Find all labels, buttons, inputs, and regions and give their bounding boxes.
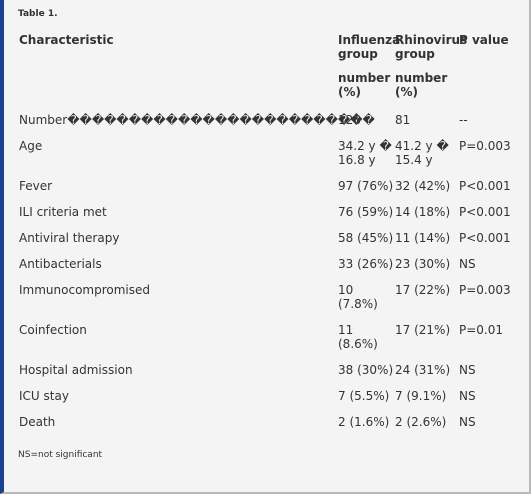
table-cell: 38 (30%)	[338, 363, 394, 377]
table-cell: P<0.001	[459, 205, 511, 219]
table-cell: 128	[338, 113, 361, 127]
table-cell: 33 (26%)	[338, 257, 394, 271]
table-cell: 97 (76%)	[338, 179, 394, 193]
table-row: Characteristic Influenza group Rhinovirus …	[18, 33, 518, 71]
table-cell: P=0.003	[459, 139, 511, 153]
table-cell: 23 (30%)	[395, 257, 451, 271]
table-title: Table 1.	[18, 9, 58, 19]
table-cell: 11 (8.6%)	[338, 323, 378, 351]
subheader-cell	[18, 71, 337, 113]
table-cell: 32 (42%)	[395, 179, 451, 193]
table-row: Immunocompromised 10 (7.8%) 17 (22%) P=0.00…	[18, 283, 518, 323]
table-cell: 24 (31%)	[395, 363, 451, 377]
table-row: Coinfection 11 (8.6%) 17 (21%) P=0.01	[18, 323, 518, 363]
table-cell: Hospital admission	[19, 363, 133, 377]
table-cell: 17 (21%)	[395, 323, 451, 337]
table-row: number (%) number (%)	[18, 71, 518, 113]
table-cell: NS	[459, 415, 476, 429]
table-cell: 58 (45%)	[338, 231, 394, 245]
table-cell: 2 (1.6%)	[338, 415, 390, 429]
header-cell: Characteristic	[19, 33, 114, 47]
subheader-cell	[458, 71, 518, 113]
table-cell: P=0.003	[459, 283, 511, 297]
table-cell: 41.2 y � 15.4 y	[395, 139, 449, 167]
table-cell: 2 (2.6%)	[395, 415, 447, 429]
table-cell: Fever	[19, 179, 53, 193]
table-cell: 7 (5.5%)	[338, 389, 390, 403]
table-row: Antiviral therapy 58 (45%) 11 (14%) P<0.001	[18, 231, 518, 257]
footnote: NS=not significant	[18, 450, 103, 460]
table-cell: P<0.001	[459, 179, 511, 193]
subheader-cell: number (%)	[338, 71, 391, 99]
table-cell: 10 (7.8%)	[338, 283, 378, 311]
table-cell: NS	[459, 389, 476, 403]
table-cell: ILI criteria met	[19, 205, 107, 219]
table-row: Death 2 (1.6%) 2 (2.6%) NS	[18, 415, 518, 441]
table-cell: NS	[459, 363, 476, 377]
table-row: Fever 97 (76%) 32 (42%) P<0.001	[18, 179, 518, 205]
table-cell: Age	[19, 139, 43, 153]
table-cell: Number�������������������������	[19, 113, 375, 127]
table-row: Antibacterials 33 (26%) 23 (30%) NS	[18, 257, 518, 283]
table-cell: P=0.01	[459, 323, 504, 337]
table-cell: Coinfection	[19, 323, 87, 337]
table-row: Age 34.2 y � 16.8 y 41.2 y � 15.4 y P=0.003	[18, 139, 518, 179]
table-cell: 7 (9.1%)	[395, 389, 447, 403]
table-cell: 76 (59%)	[338, 205, 394, 219]
table-row: Number������������������������� 128 81 --	[18, 113, 518, 139]
data-table: Characteristic Influenza group Rhinovirus …	[18, 33, 518, 441]
subheader-cell: number (%)	[395, 71, 448, 99]
table-cell: 14 (18%)	[395, 205, 451, 219]
table-row: ILI criteria met 76 (59%) 14 (18%) P<0.001	[18, 205, 518, 231]
table-cell: --	[459, 113, 468, 127]
table-row: ICU stay 7 (5.5%) 7 (9.1%) NS	[18, 389, 518, 415]
header-cell: Influenza group	[338, 33, 401, 61]
table-cell: NS	[459, 257, 476, 271]
table-cell: Immunocompromised	[19, 283, 151, 297]
table-cell: Antiviral therapy	[19, 231, 120, 245]
header-cell: Rhinovirus group	[395, 33, 468, 61]
table-cell: 11 (14%)	[395, 231, 451, 245]
table-cell: 17 (22%)	[395, 283, 451, 297]
table-cell: P<0.001	[459, 231, 511, 245]
header-cell: P value	[459, 33, 509, 47]
table-cell: 81	[395, 113, 411, 127]
table-cell: 34.2 y � 16.8 y	[338, 139, 392, 167]
table-cell: Death	[19, 415, 56, 429]
table-cell: Antibacterials	[19, 257, 102, 271]
table-row: Hospital admission 38 (30%) 24 (31%) NS	[18, 363, 518, 389]
table-cell: ICU stay	[19, 389, 69, 403]
